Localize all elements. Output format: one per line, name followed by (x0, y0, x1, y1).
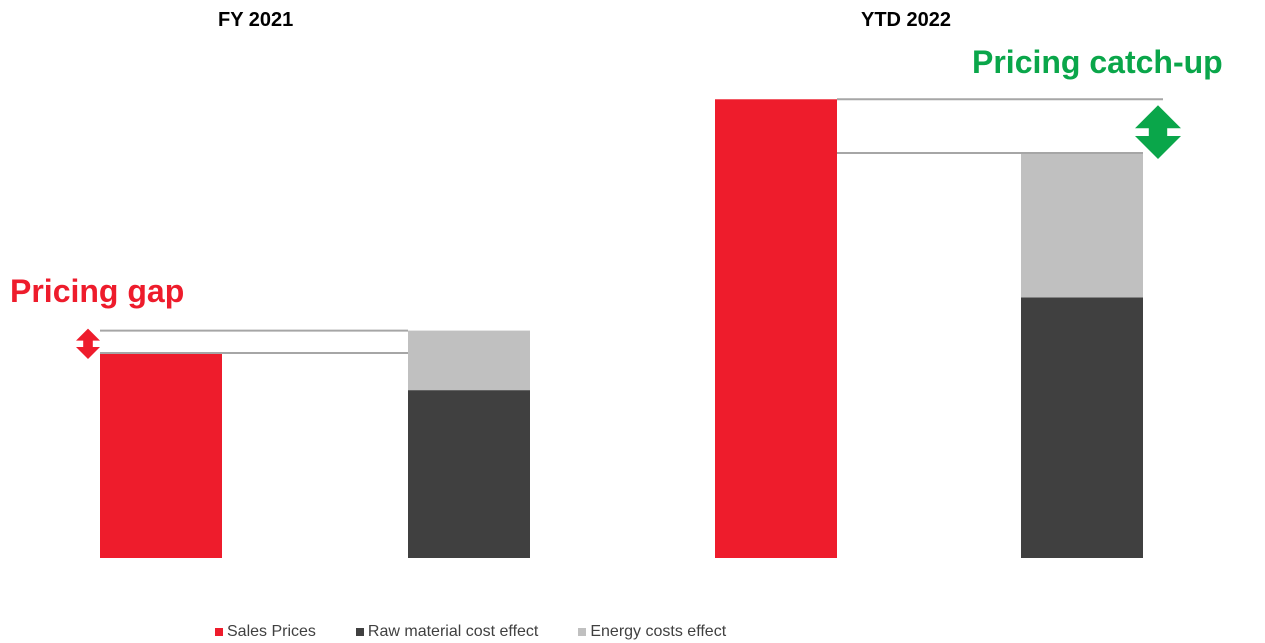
double-arrow-ytd2022 (1135, 105, 1181, 159)
legend-label-energy: Energy costs effect (590, 623, 727, 640)
double-arrow-fy2021 (76, 328, 100, 360)
bar-energy-fy2021 (408, 330, 530, 391)
legend-swatch-energy (578, 628, 587, 636)
annotation-pricing-gap: Pricing gap (10, 273, 185, 309)
bar-raw-material-fy2021 (408, 390, 530, 558)
legend-swatch-raw-material (355, 628, 364, 636)
bar-raw-material-ytd2022 (1021, 297, 1143, 558)
legend-item-sales-prices: Sales Prices (215, 623, 316, 641)
bar-sales-prices-fy2021 (100, 353, 222, 558)
annotation-pricing-catch-up: Pricing catch-up (972, 44, 1223, 80)
legend-label-raw-material: Raw material cost effect (367, 623, 539, 640)
panel-title-fy2021: FY 2021 (218, 9, 294, 31)
panel-title-ytd2022: YTD 2022 (861, 9, 952, 31)
bar-sales-prices-ytd2022 (715, 99, 837, 558)
bar-energy-ytd2022 (1021, 152, 1143, 298)
legend-label-sales-prices: Sales Prices (227, 623, 316, 640)
legend: Sales Prices Raw material cost effect En… (215, 623, 726, 641)
legend-item-raw-material: Raw material cost effect (355, 623, 539, 641)
legend-item-energy: Energy costs effect (578, 623, 726, 641)
legend-swatch-sales-prices (215, 628, 223, 636)
